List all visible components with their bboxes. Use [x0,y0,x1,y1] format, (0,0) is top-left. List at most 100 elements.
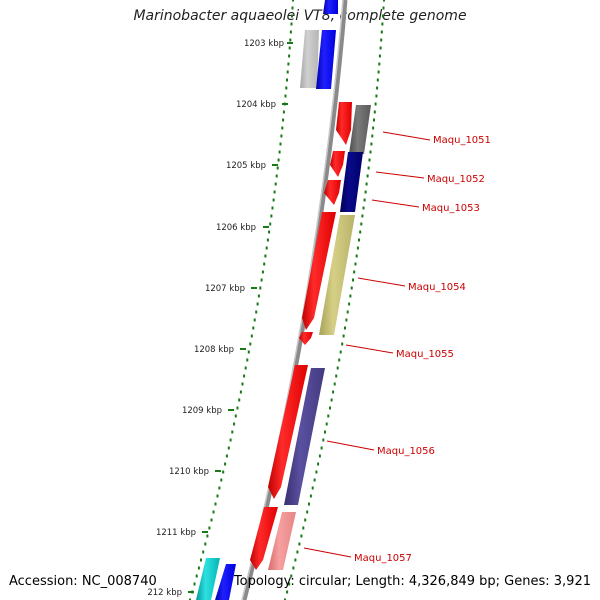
dotted-line-dash [324,430,326,434]
dotted-line-dash [377,70,380,74]
dotted-line-dash [371,134,374,138]
gene-feature-red[interactable] [250,507,278,570]
callout-line [375,171,425,179]
dotted-line-dash [277,158,280,162]
dotted-line-dash [189,598,191,600]
dotted-line-dash [214,502,217,506]
dotted-line-dash [381,22,384,26]
gene-label-maqu-1051[interactable]: Maqu_1051 [433,135,491,146]
gene-feature-maqu-1054[interactable] [319,215,355,335]
ruler-tick-label: 1206 kbp [216,223,256,233]
dotted-line-dash [354,262,357,266]
dotted-line-dash [352,278,354,282]
dotted-line-dash [276,166,279,170]
dotted-line-dash [286,590,289,594]
ruler-tick-label: 1207 kbp [205,284,245,294]
dotted-line-dash [304,518,307,522]
dotted-line-dash [338,358,341,362]
gene-feature-red[interactable] [302,212,336,330]
dotted-line-dash [318,454,321,458]
outer-dotted-line [284,0,385,600]
dotted-line-dash [341,342,344,346]
dotted-line-dash [224,462,227,466]
dotted-line-dash [291,6,294,10]
dotted-line-dash [370,142,373,146]
ruler-tick-label: 1204 kbp [236,100,276,110]
dotted-line-dash [364,190,367,194]
dotted-line-dash [227,446,230,450]
dotted-line-dash [320,446,323,450]
gene-feature-red[interactable] [330,151,345,177]
callout-line [371,199,420,208]
dotted-line-dash [296,550,299,554]
dotted-line-dash [247,350,250,354]
dotted-line-dash [344,326,346,330]
gene-feature-maqu-1052[interactable] [340,152,363,212]
dotted-line-dash [360,222,363,226]
dotted-line-dash [229,438,232,442]
gene-feature-blue-bottom[interactable] [215,564,236,600]
dotted-line-dash [292,566,295,570]
dotted-line-dash [256,302,259,306]
gene-feature-red[interactable] [336,102,352,145]
dotted-line-dash [204,542,207,546]
dotted-line-dash [255,310,258,314]
ruler-tick-label: 1211 kbp [156,528,196,538]
dotted-line-dash [378,54,381,58]
dotted-line-dash [265,246,268,250]
dotted-line-dash [336,366,339,370]
gene-feature-red[interactable] [324,180,341,205]
dotted-line-dash [381,14,384,18]
dotted-line-dash [286,78,288,82]
callout-line [357,277,406,287]
gene-label-maqu-1057[interactable]: Maqu_1057 [354,553,412,564]
dotted-line-dash [342,334,345,338]
gene-feature-blue-top[interactable] [316,30,336,89]
gene-feature-maqu-1056[interactable] [284,368,325,505]
ruler-tick-label: 1203 kbp [244,39,284,49]
dotted-line-dash [202,550,205,554]
ruler-tick-label: 1209 kbp [182,406,222,416]
dotted-line-dash [365,182,368,186]
dotted-line-dash [348,302,351,306]
dotted-line-dash [197,566,200,570]
gene-label-maqu-1056[interactable]: Maqu_1056 [377,446,435,457]
dotted-line-dash [257,294,260,298]
dotted-line-dash [222,470,225,474]
gene-feature-red[interactable] [268,365,308,499]
dotted-line-dash [378,62,381,66]
dotted-line-dash [272,198,275,202]
dotted-line-dash [216,494,219,498]
dotted-line-dash [234,414,237,418]
dotted-line-dash [278,150,281,154]
gene-feature-maqu-1057[interactable] [268,512,296,570]
dotted-line-dash [345,318,348,322]
dotted-line-dash [274,182,277,186]
dotted-line-dash [362,206,365,210]
dotted-line-dash [225,454,228,458]
dotted-line-dash [264,254,267,258]
dotted-line-dash [268,230,271,234]
gene-label-maqu-1054[interactable]: Maqu_1054 [408,282,466,293]
dotted-line-dash [281,126,284,130]
gene-label-maqu-1052[interactable]: Maqu_1052 [427,174,485,185]
gene-feature-cyan[interactable] [196,558,220,600]
dotted-line-dash [218,486,221,490]
dotted-line-dash [363,198,366,202]
gene-label-maqu-1053[interactable]: Maqu_1053 [422,203,480,214]
gene-feature-red[interactable] [299,332,313,345]
dotted-line-dash [288,54,291,58]
ruler: 1203 kbp 1204 kbp 1205 kbp 1206 kbp 1207… [147,39,293,598]
gene-feature-maqu-1051[interactable] [349,105,371,154]
dotted-line-dash [253,318,256,322]
dotted-line-dash [356,246,359,250]
dotted-line-dash [282,118,285,122]
gene-feature-blue-top-edge[interactable] [323,0,338,14]
gene-feature-gray-light[interactable] [300,30,319,88]
gene-label-maqu-1055[interactable]: Maqu_1055 [396,349,454,360]
dotted-line-dash [285,86,288,90]
dotted-line-dash [311,486,314,490]
dotted-line-dash [339,350,342,354]
